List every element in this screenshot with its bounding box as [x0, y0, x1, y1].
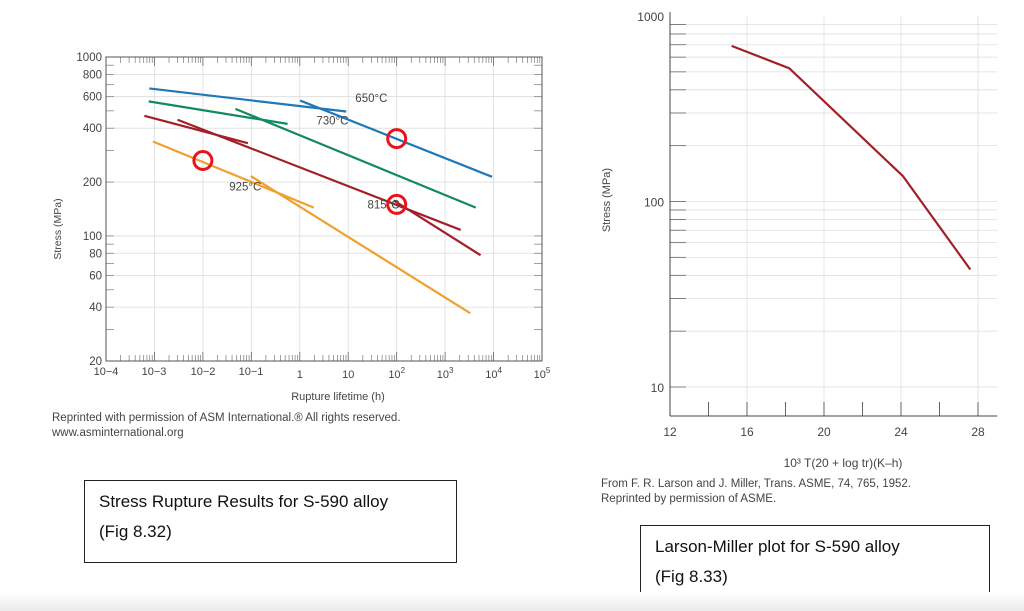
y-tick-label: 1000	[637, 10, 664, 24]
series-line-815c	[393, 199, 482, 257]
series-line-815c	[177, 118, 462, 231]
series-line-925c	[250, 175, 471, 315]
y-tick-label: 80	[89, 248, 102, 260]
series-line-730c	[235, 107, 477, 209]
highlight-circle	[386, 128, 408, 150]
series-line-925c	[152, 140, 315, 209]
box-line: (Fig 8.32)	[99, 522, 172, 541]
right-figure-label-box: Larson-Miller plot for S-590 alloy (Fig …	[640, 525, 990, 603]
y-axis-label: Stress (MPa)	[601, 168, 613, 232]
caption-line: Reprinted by permission of ASME.	[601, 493, 777, 505]
y-tick-label: 1000	[76, 52, 102, 64]
series-line-730c	[148, 100, 288, 125]
x-tick-label: 1	[297, 369, 303, 381]
x-tick-label: 28	[971, 425, 985, 439]
y-tick-label: 600	[83, 92, 102, 104]
x-tick-label: 20	[817, 425, 831, 439]
x-tick-label: 12	[663, 425, 677, 439]
series-line-650c	[299, 99, 493, 178]
y-tick-label: 400	[83, 123, 102, 135]
x-tick-label: 105	[534, 366, 551, 381]
caption-line: www.asminternational.org	[52, 427, 184, 439]
x-tick-label: 24	[894, 425, 908, 439]
y-axis-label: Stress (MPa)	[52, 198, 64, 259]
x-tick-label: 10−4	[93, 366, 119, 378]
series-line-650c	[149, 87, 347, 113]
right-chart-caption: From F. R. Larson and J. Miller, Trans. …	[601, 477, 911, 507]
highlight-circle	[192, 149, 214, 171]
x-tick-label: 10−1	[238, 366, 264, 378]
y-tick-label: 10	[651, 381, 665, 395]
y-tick-label: 60	[89, 271, 102, 283]
x-tick-label: 16	[740, 425, 754, 439]
larson-miller-curve	[731, 44, 972, 271]
series-label: 730°C	[316, 115, 348, 127]
box-line: Stress Rupture Results for S-590 alloy	[99, 492, 389, 511]
box-line: Larson-Miller plot for S-590 alloy	[655, 537, 900, 556]
left-chart-caption: Reprinted with permission of ASM Interna…	[52, 411, 401, 441]
y-tick-label: 20	[89, 356, 102, 368]
y-tick-label: 40	[89, 302, 102, 314]
x-axis-label: 10³ T(20 + log tr)(K–h)	[784, 456, 903, 470]
x-tick-label: 10	[342, 369, 354, 381]
series-label: 925°C	[229, 181, 261, 193]
series-label: 650°C	[355, 93, 387, 105]
caption-line: Reprinted with permission of ASM Interna…	[52, 412, 401, 424]
x-tick-label: 102	[388, 366, 405, 381]
series-line-815c	[144, 114, 249, 145]
left-figure-label-box: Stress Rupture Results for S-590 alloy (…	[84, 480, 457, 563]
y-tick-label: 800	[83, 69, 102, 81]
x-tick-label: 10−3	[141, 366, 167, 378]
series-label: 815°C	[368, 200, 400, 212]
box-line: (Fig 8.33)	[655, 567, 728, 586]
y-tick-label: 200	[83, 177, 102, 189]
x-tick-label: 10−2	[190, 366, 216, 378]
y-tick-label: 100	[83, 231, 102, 243]
x-tick-label: 103	[437, 366, 454, 381]
caption-line: From F. R. Larson and J. Miller, Trans. …	[601, 478, 912, 490]
y-tick-label: 100	[644, 196, 664, 210]
plot-frame	[105, 56, 543, 362]
x-tick-label: 104	[485, 366, 502, 381]
bottom-shadow	[0, 592, 1024, 611]
x-axis-label: Rupture lifetime (h)	[291, 391, 385, 403]
highlight-circle	[386, 193, 408, 215]
